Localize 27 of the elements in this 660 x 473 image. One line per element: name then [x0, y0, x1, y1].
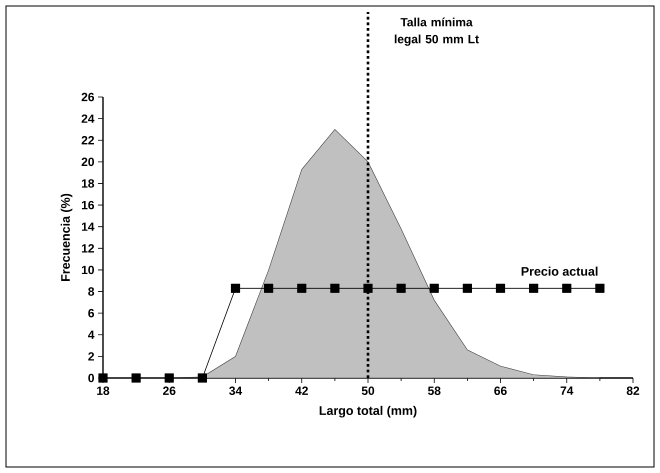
x-tick-label: 82: [626, 386, 640, 395]
y-tick-label: 10: [82, 266, 94, 274]
x-axis-title: Largo total (mm): [320, 406, 416, 418]
y-tick-label: 24: [82, 114, 94, 123]
y-tick-label: 12: [82, 244, 94, 252]
x-tick-label: 66: [494, 386, 507, 395]
y-tick-label: 20: [82, 158, 94, 166]
x-tick-label: 58: [428, 386, 441, 395]
x-tick-label: 18: [97, 386, 110, 395]
y-tick-label: 8: [88, 287, 94, 296]
y-tick-label: 2: [88, 352, 94, 361]
x-tick-label: 50: [362, 386, 374, 395]
x-tick-label: 34: [229, 386, 242, 396]
x-tick-label: 26: [163, 386, 176, 395]
y-tick-label: 4: [88, 330, 94, 339]
y-tick-label: 16: [82, 200, 94, 210]
ref-line-label: Talla mínima legal 50 mm Lt: [394, 18, 479, 46]
y-tick-label: 22: [82, 136, 94, 144]
x-tick-label: 74: [560, 386, 574, 395]
series-label: Precio actual: [522, 266, 598, 276]
y-tick-label: 14: [82, 222, 94, 231]
y-axis-title: Frecuencia (%): [60, 194, 72, 281]
x-tick-label: 42: [295, 386, 308, 395]
y-tick-label: 26: [82, 92, 94, 102]
y-tick-label: 18: [82, 179, 94, 188]
y-tick-label: 0: [88, 374, 94, 382]
y-tick-label: 6: [88, 308, 94, 318]
